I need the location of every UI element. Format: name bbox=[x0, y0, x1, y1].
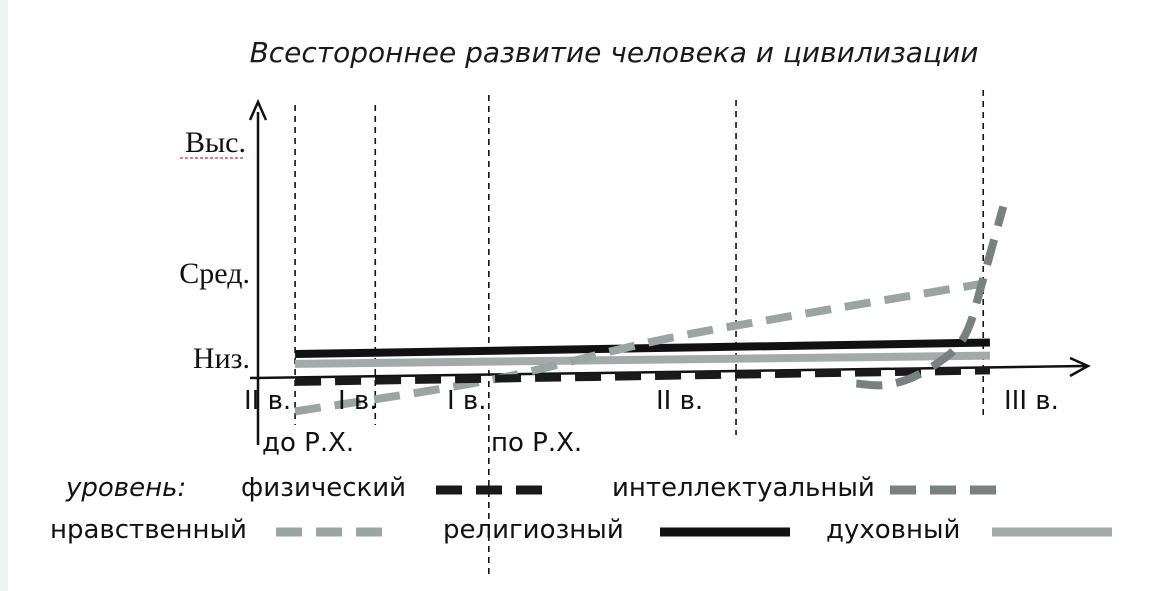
series-line-1 bbox=[295, 366, 990, 386]
y-axis-arrow bbox=[248, 98, 268, 121]
period-dividers bbox=[294, 90, 985, 578]
x-tick-label: I в. bbox=[447, 386, 487, 416]
series-layer bbox=[294, 205, 1008, 416]
series-line-2 bbox=[855, 205, 1008, 390]
y-label-low: Низ. bbox=[193, 342, 250, 375]
y-label-mid: Сред. bbox=[179, 257, 250, 290]
x-tick-label: III в. bbox=[1004, 386, 1059, 416]
legend-label-moral: нравственный bbox=[50, 515, 247, 545]
x-axis-labels: II в. I в. I в. II в. III в. bbox=[244, 386, 1059, 416]
era-label-after: по Р.Х. bbox=[491, 428, 582, 458]
legend-label-physical: физический bbox=[241, 473, 406, 503]
era-labels: до Р.Х. по Р.Х. bbox=[262, 428, 582, 458]
x-tick-label: II в. bbox=[656, 386, 703, 416]
series-line-5 bbox=[295, 351, 990, 368]
legend-prefix: уровень: bbox=[65, 473, 186, 503]
series-line-3 bbox=[294, 279, 984, 416]
x-tick-label: II в. bbox=[244, 386, 291, 416]
series-line-4 bbox=[295, 338, 990, 359]
era-label-before: до Р.Х. bbox=[262, 428, 354, 458]
x-axis-arrow bbox=[1069, 356, 1091, 378]
legend-label-intellectual: интеллектуальный bbox=[612, 473, 875, 503]
chart-title: Всестороннее развитие человека и цивилиз… bbox=[250, 36, 979, 69]
legend-label-spiritual: духовный bbox=[826, 515, 960, 545]
y-label-high: Выс. bbox=[185, 126, 246, 159]
legend: уровень: физический интеллектуальный нра… bbox=[50, 473, 1112, 545]
y-axis-labels: Выс. Сред. Низ. bbox=[179, 126, 250, 375]
x-tick-label: I в. bbox=[338, 386, 378, 416]
legend-label-religious: религиозный bbox=[443, 515, 624, 545]
left-edge-strip bbox=[0, 0, 8, 591]
